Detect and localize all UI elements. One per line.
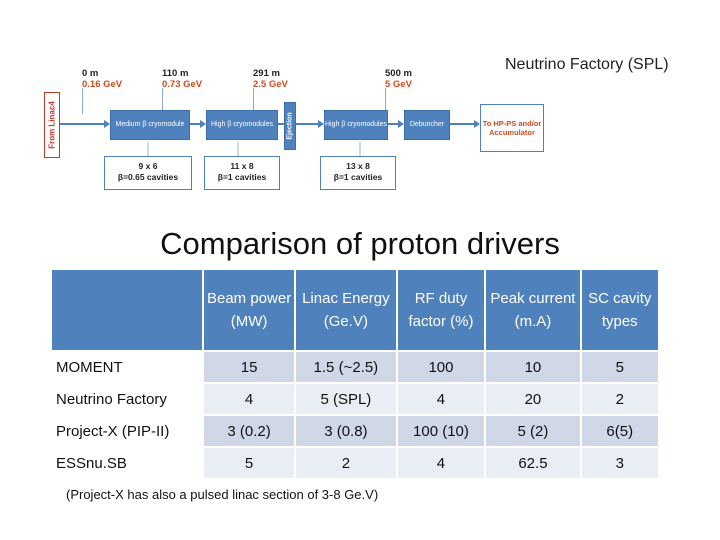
spl-caption: Neutrino Factory (SPL) xyxy=(505,56,669,73)
cell: 2 xyxy=(581,384,658,414)
block-ejection: Ejection xyxy=(284,102,296,150)
cavity-box-medium: 9 x 6 β=0.65 cavities xyxy=(104,156,192,190)
block-debuncher: Debuncher xyxy=(404,110,450,140)
table-row: ESSnu.SB 5 2 4 62.5 3 xyxy=(52,448,658,478)
table-row: Neutrino Factory 4 5 (SPL) 4 20 2 xyxy=(52,384,658,414)
table-header-row: Beam power (MW) Linac Energy (Ge.V) RF d… xyxy=(52,270,658,350)
row-name: Neutrino Factory xyxy=(52,384,202,414)
header-beam-power: Beam power (MW) xyxy=(204,270,295,350)
table-row: Project-X (PIP-II) 3 (0.2) 3 (0.8) 100 (… xyxy=(52,416,658,446)
cell: 3 xyxy=(581,448,658,478)
cell: 3 (0.8) xyxy=(296,416,396,446)
milestone-0: 0 m 0.16 GeV xyxy=(82,68,123,90)
cell: 5 (2) xyxy=(486,416,580,446)
cell: 4 xyxy=(204,384,295,414)
footnote: (Project-X has also a pulsed linac secti… xyxy=(66,487,379,502)
milestone-1: 110 m 0.73 GeV xyxy=(162,68,203,90)
cell: 4 xyxy=(397,448,485,478)
cell: 5 (SPL) xyxy=(296,384,396,414)
cavity-box-high-2: 13 x 8 β=1 cavities xyxy=(320,156,396,190)
milestone-2: 291 m 2.5 GeV xyxy=(253,68,288,90)
cell: 6(5) xyxy=(581,416,658,446)
header-peak-current: Peak current (m.A) xyxy=(486,270,580,350)
cell: 2 xyxy=(296,448,396,478)
header-linac-energy: Linac Energy (Ge.V) xyxy=(296,270,396,350)
cell: 5 xyxy=(581,352,658,382)
header-rf-duty: RF duty factor (%) xyxy=(397,270,485,350)
header-sc-cavity: SC cavity types xyxy=(581,270,658,350)
block-high-beta-2: High β cryomodules xyxy=(324,110,388,140)
row-name: MOMENT xyxy=(52,352,202,382)
block-high-beta-1: High β cryomodules xyxy=(206,110,278,140)
cavity-box-high-1: 11 x 8 β=1 cavities xyxy=(204,156,280,190)
linac-schematic: 0 m 0.16 GeV 110 m 0.73 GeV 291 m 2.5 GeV 5… xyxy=(38,66,558,206)
row-name: ESSnu.SB xyxy=(52,448,202,478)
cell: 10 xyxy=(486,352,580,382)
block-output: To HP-PS and/or Accumulator xyxy=(480,104,544,152)
cell: 15 xyxy=(204,352,295,382)
row-name: Project-X (PIP-II) xyxy=(52,416,202,446)
cell: 1.5 (~2.5) xyxy=(296,352,396,382)
table-row: MOMENT 15 1.5 (~2.5) 100 10 5 xyxy=(52,352,658,382)
cell: 4 xyxy=(397,384,485,414)
schematic-connectors xyxy=(60,120,480,156)
page-title: Comparison of proton drivers xyxy=(160,226,560,261)
cell: 100 xyxy=(397,352,485,382)
cell: 5 xyxy=(204,448,295,478)
block-medium-beta: Medium β cryomodule xyxy=(110,110,190,140)
from-linac-label: From Linac4 xyxy=(44,92,60,158)
comparison-table: Beam power (MW) Linac Energy (Ge.V) RF d… xyxy=(50,268,660,480)
cell: 3 (0.2) xyxy=(204,416,295,446)
cell: 100 (10) xyxy=(397,416,485,446)
cell: 62.5 xyxy=(486,448,580,478)
cell: 20 xyxy=(486,384,580,414)
header-corner xyxy=(52,270,202,350)
